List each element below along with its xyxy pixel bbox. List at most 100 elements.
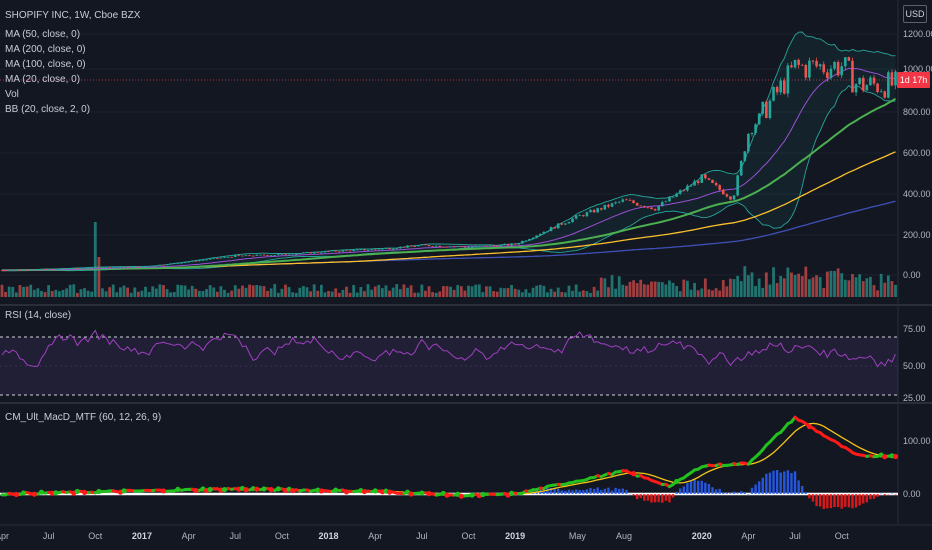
candle-body: [628, 199, 632, 201]
volume-bar: [531, 287, 535, 297]
legend-vol[interactable]: Vol: [5, 89, 19, 100]
candle-body: [101, 267, 104, 269]
volume-bar: [879, 273, 883, 297]
volume-bar: [50, 290, 54, 297]
volume-bar: [459, 286, 463, 297]
time-tick-7: 2018: [319, 531, 339, 541]
volume-bar: [764, 272, 768, 297]
macd-histogram-bar: [808, 494, 811, 499]
macd-legend[interactable]: CM_Ult_MacD_MTF (60, 12, 26, 9): [5, 410, 161, 425]
volume-bar: [858, 274, 862, 297]
candle-body: [384, 248, 388, 249]
legend-ma50[interactable]: MA (50, close, 0): [5, 29, 81, 40]
time-tick-6: Oct: [275, 531, 290, 541]
macd-cross-dot: [96, 488, 102, 495]
rsi-band-fill: [0, 337, 898, 395]
volume-bar: [470, 286, 474, 297]
volume-bar: [377, 284, 381, 297]
volume-bar: [248, 284, 252, 297]
macd-histogram-bar: [801, 486, 804, 494]
candle-body: [190, 260, 194, 262]
candle-body: [879, 91, 883, 93]
candle-body: [725, 194, 729, 197]
candle-body: [714, 183, 718, 186]
volume-bar: [251, 285, 255, 297]
volume-bar: [481, 292, 485, 297]
candle-body: [373, 249, 377, 251]
candle-body: [851, 60, 854, 93]
macd-histogram-bar: [650, 494, 653, 503]
candle-body: [395, 248, 399, 250]
volume-bar: [406, 287, 409, 297]
volume-bar: [133, 287, 137, 297]
candle-body: [826, 72, 829, 78]
macd-histogram-bar: [879, 493, 883, 495]
macd-histogram-bar: [560, 490, 563, 494]
macd-title[interactable]: CM_Ult_MacD_MTF (60, 12, 26, 9): [5, 412, 162, 423]
macd-histogram-bar: [718, 488, 721, 494]
legend-ma20[interactable]: MA (20, close, 0): [5, 74, 81, 85]
volume-bar: [714, 288, 718, 297]
macd-histogram-bar: [600, 489, 603, 494]
volume-bar: [266, 290, 269, 297]
candle-body: [474, 245, 477, 247]
symbol-title[interactable]: SHOPIFY INC, 1W, Cboe BZX: [5, 10, 141, 21]
volume-bar: [40, 290, 43, 297]
volume-bar: [700, 288, 704, 297]
volume-bar: [721, 280, 725, 297]
macd-cross-dot: [386, 489, 393, 495]
candle-body: [510, 243, 513, 246]
macd-cross-dot: [31, 491, 37, 497]
candle-body: [535, 235, 538, 238]
volume-bar: [363, 291, 366, 297]
volume-bar: [158, 284, 162, 297]
legend-ma100[interactable]: MA (100, close, 0): [5, 59, 86, 70]
candle-body: [359, 249, 363, 251]
macd-histogram-bar: [621, 488, 625, 494]
volume-bar: [233, 285, 237, 297]
volume-bar: [258, 285, 262, 297]
candle-body: [485, 245, 488, 247]
macd-cross-dot: [160, 488, 167, 494]
candle-body: [294, 253, 298, 255]
legend-ma200[interactable]: MA (200, close, 0): [5, 44, 86, 55]
candle-body: [492, 245, 495, 247]
volume-bar: [276, 292, 280, 297]
candle-body: [653, 209, 657, 211]
candle-body: [140, 266, 144, 268]
volume-bar: [678, 291, 682, 297]
volume-bar: [847, 280, 851, 297]
candle-body: [750, 132, 754, 134]
candle-body: [108, 267, 111, 268]
rsi-legend[interactable]: RSI (14, close): [5, 308, 71, 323]
macd-histogram-bar: [833, 494, 836, 508]
candle-body: [456, 246, 460, 248]
currency-badge[interactable]: USD: [903, 5, 927, 23]
macd-histogram-bar: [553, 488, 556, 494]
volume-bar: [298, 287, 302, 297]
volume-bar: [793, 274, 797, 297]
volume-bar: [86, 290, 90, 297]
macd-cross-dot: [806, 423, 813, 430]
macd-cross-dot: [20, 490, 27, 496]
candle-body: [858, 77, 861, 85]
rsi-title[interactable]: RSI (14, close): [5, 310, 72, 321]
volume-bar: [861, 281, 865, 297]
candle-body: [729, 196, 732, 200]
candle-body: [865, 85, 869, 91]
volume-bar: [729, 278, 732, 297]
legend-bb[interactable]: BB (20, close, 2, 0): [5, 104, 91, 115]
volume-bar: [32, 289, 36, 297]
macd-histogram-bar: [639, 494, 642, 499]
macd-histogram-bar: [635, 494, 639, 500]
candle-body: [657, 206, 660, 211]
volume-bar: [736, 275, 740, 297]
candle-body: [840, 66, 843, 76]
volume-bar: [187, 289, 190, 297]
macd-cross-dot: [426, 491, 432, 497]
candle-body: [147, 266, 151, 267]
candle-body: [639, 205, 643, 207]
macd-histogram-bar: [743, 492, 747, 494]
macd-histogram-bar: [754, 484, 757, 494]
